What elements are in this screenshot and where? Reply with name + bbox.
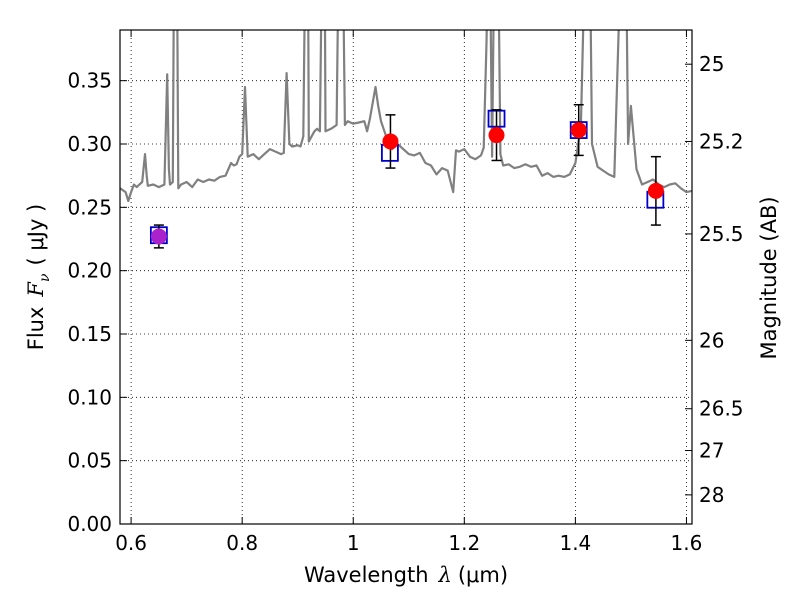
y-axis-ticks: 0.00 0.05 0.10 0.15 0.20 0.25 0.30 0.35: [67, 69, 127, 536]
y2-tick-label: 25: [699, 52, 724, 76]
y-tick-label: 0.00: [67, 512, 112, 536]
y2-tick-label: 26: [699, 328, 724, 352]
y2-tick-label: 28: [699, 483, 724, 507]
y-tick-label: 0.05: [67, 449, 112, 473]
observed-photometry-point: [570, 122, 587, 139]
y2-tick-label: 26.5: [699, 397, 744, 421]
x-tick-label: 1.2: [448, 531, 480, 555]
observed-photometry-point: [647, 182, 664, 199]
x-tick-label: 0.6: [115, 531, 147, 555]
secondary-y-axis-label: Magnitude (AB): [757, 196, 781, 359]
spectrum-layer: [120, 30, 692, 203]
y-axis-symbol: F: [24, 281, 48, 298]
y-tick-label: 0.15: [67, 322, 112, 346]
secondary-y-axis-ticks: 25 25.2 25.5 26 26.5 27 28: [685, 52, 744, 507]
y-tick-label: 0.30: [67, 132, 112, 156]
y2-tick-label: 25.5: [699, 222, 744, 246]
x-tick-label: 1: [347, 531, 360, 555]
x-axis-label: Wavelength λ (μm): [304, 563, 508, 587]
y-tick-label: 0.20: [67, 259, 112, 283]
y2-tick-label: 27: [699, 439, 724, 463]
observed-photometry-layer: [150, 103, 664, 249]
x-axis-label-prefix: Wavelength: [304, 563, 429, 587]
observed-photometry-point: [382, 133, 399, 150]
y-axis-unit: ( μJy ): [24, 204, 48, 266]
observed-photometry-point: [488, 127, 505, 144]
spectrum-line: [120, 30, 692, 203]
y-tick-label: 0.35: [67, 69, 112, 93]
y2-tick-label: 25.2: [699, 129, 744, 153]
observed-photometry-point: [150, 228, 167, 245]
x-tick-label: 1.4: [559, 531, 591, 555]
y-tick-label: 0.25: [67, 195, 112, 219]
x-axis-unit: (μm): [458, 563, 508, 587]
x-tick-label: 1.6: [671, 531, 703, 555]
x-tick-label: 0.8: [226, 531, 258, 555]
grid: [120, 30, 692, 525]
x-axis-symbol: λ: [438, 563, 452, 587]
y-axis-label: Flux Fν ( μJy ): [24, 204, 53, 350]
plot-frame: [119, 29, 693, 525]
x-axis-ticks: 0.6 0.8 1 1.2 1.4 1.6: [115, 30, 702, 555]
y-axis-symbol-subscript: ν: [37, 273, 53, 282]
y-axis-label-prefix: Flux: [24, 307, 48, 351]
y-tick-label: 0.10: [67, 385, 112, 409]
